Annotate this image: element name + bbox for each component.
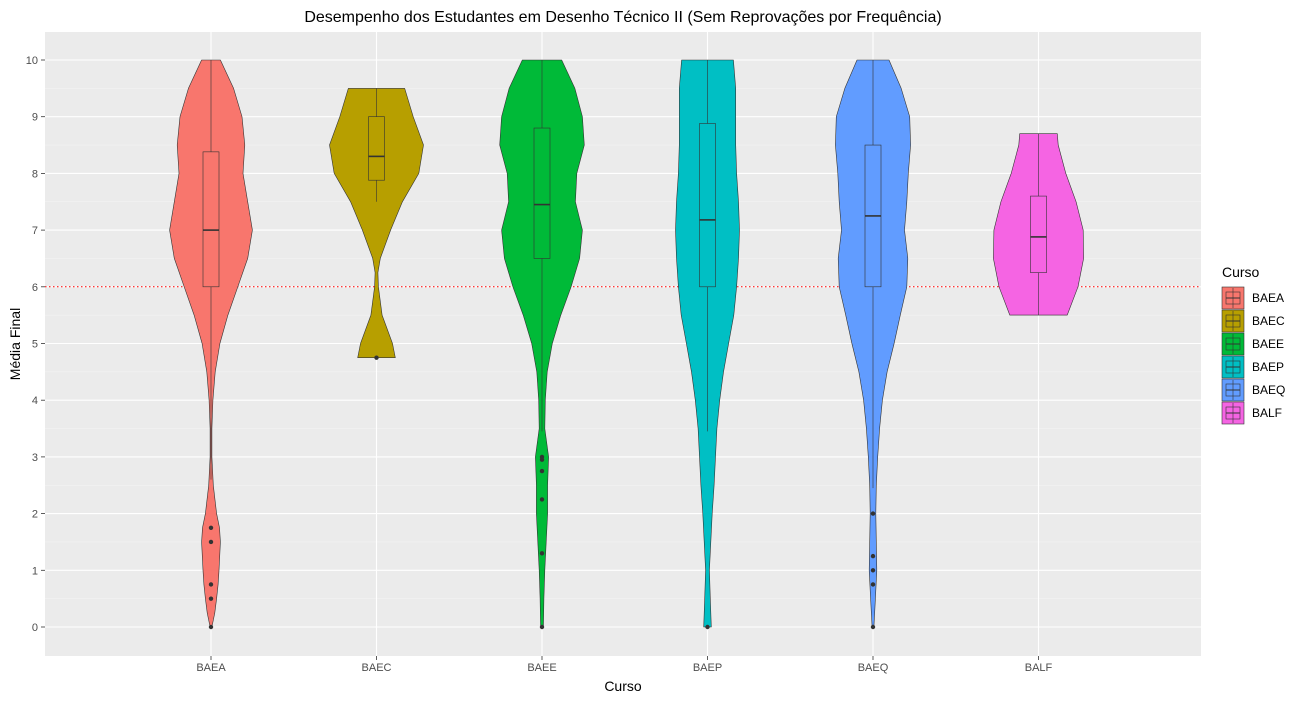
outlier-point — [705, 624, 710, 630]
box — [699, 123, 716, 288]
y-tick-label: 3 — [32, 452, 38, 464]
legend-item-balf: BALF — [1221, 401, 1282, 425]
y-tick-labels: 0 1 2 3 4 5 6 7 8 9 10 — [26, 55, 45, 634]
legend-item-baea: BAEA — [1221, 286, 1284, 310]
box — [368, 116, 385, 181]
outlier-point — [870, 624, 876, 630]
x-tick-label: BAEQ — [858, 662, 889, 674]
y-tick-label: 2 — [32, 509, 38, 521]
legend-item-baep: BAEP — [1221, 355, 1284, 379]
outlier-point — [539, 624, 545, 630]
outlier-point — [870, 553, 876, 559]
violin-baee — [499, 59, 585, 630]
y-tick-label: 10 — [26, 55, 38, 67]
outlier-point — [374, 355, 379, 360]
x-tick-labels: BAEA BAEC BAEE BAEP BAEQ BALF — [196, 656, 1053, 674]
legend-label: BALF — [1252, 406, 1282, 420]
outlier-point — [870, 582, 876, 587]
y-tick-label: 8 — [32, 168, 38, 180]
outlier-point — [870, 511, 876, 516]
legend-label: BAEE — [1252, 337, 1284, 351]
outlier-point — [208, 525, 214, 530]
legend-label: BAEP — [1252, 360, 1284, 374]
outlier-point — [539, 551, 545, 556]
x-axis-title: Curso — [604, 678, 642, 694]
box — [202, 151, 220, 288]
y-tick-label: 7 — [32, 225, 38, 237]
outlier-point — [208, 624, 214, 630]
box — [533, 127, 551, 259]
y-tick-label: 1 — [32, 565, 38, 577]
outlier-point — [539, 457, 545, 462]
violin-baea — [169, 59, 253, 630]
x-tick-label: BAEA — [196, 662, 226, 674]
legend-label: BAEC — [1252, 314, 1285, 328]
outlier-point — [539, 497, 545, 502]
x-tick-label: BALF — [1025, 662, 1053, 674]
x-tick-label: BAEP — [693, 662, 722, 674]
violin-shape — [329, 88, 424, 358]
box — [1030, 195, 1047, 273]
y-tick-label: 5 — [32, 339, 38, 351]
outlier-point — [539, 468, 545, 474]
legend-item-baee: BAEE — [1221, 332, 1284, 356]
legend: Curso BAEA BAEC BAEE BAEP BAEQ BALF — [1221, 264, 1285, 425]
y-tick-label: 9 — [32, 112, 38, 124]
outlier-point — [208, 539, 214, 545]
chart-title: Desempenho dos Estudantes em Desenho Téc… — [304, 9, 941, 26]
legend-title: Curso — [1222, 264, 1260, 280]
violin-baeq — [835, 59, 911, 630]
legend-item-baeq: BAEQ — [1221, 378, 1285, 402]
x-tick-label: BAEC — [362, 662, 392, 674]
legend-label: BAEA — [1252, 291, 1284, 305]
outlier-point — [208, 596, 214, 601]
y-axis-title: Média Final — [7, 308, 23, 380]
violin-balf — [993, 133, 1084, 316]
legend-item-baec: BAEC — [1221, 309, 1285, 333]
legend-label: BAEQ — [1252, 383, 1285, 397]
y-tick-label: 4 — [32, 395, 38, 407]
violin-baec — [329, 88, 424, 360]
outlier-point — [208, 582, 214, 587]
outlier-point — [870, 568, 876, 573]
y-tick-label: 0 — [32, 622, 38, 634]
violins — [169, 59, 1084, 630]
x-tick-label: BAEE — [527, 662, 556, 674]
y-tick-label: 6 — [32, 282, 38, 294]
violin-baep — [675, 59, 740, 630]
